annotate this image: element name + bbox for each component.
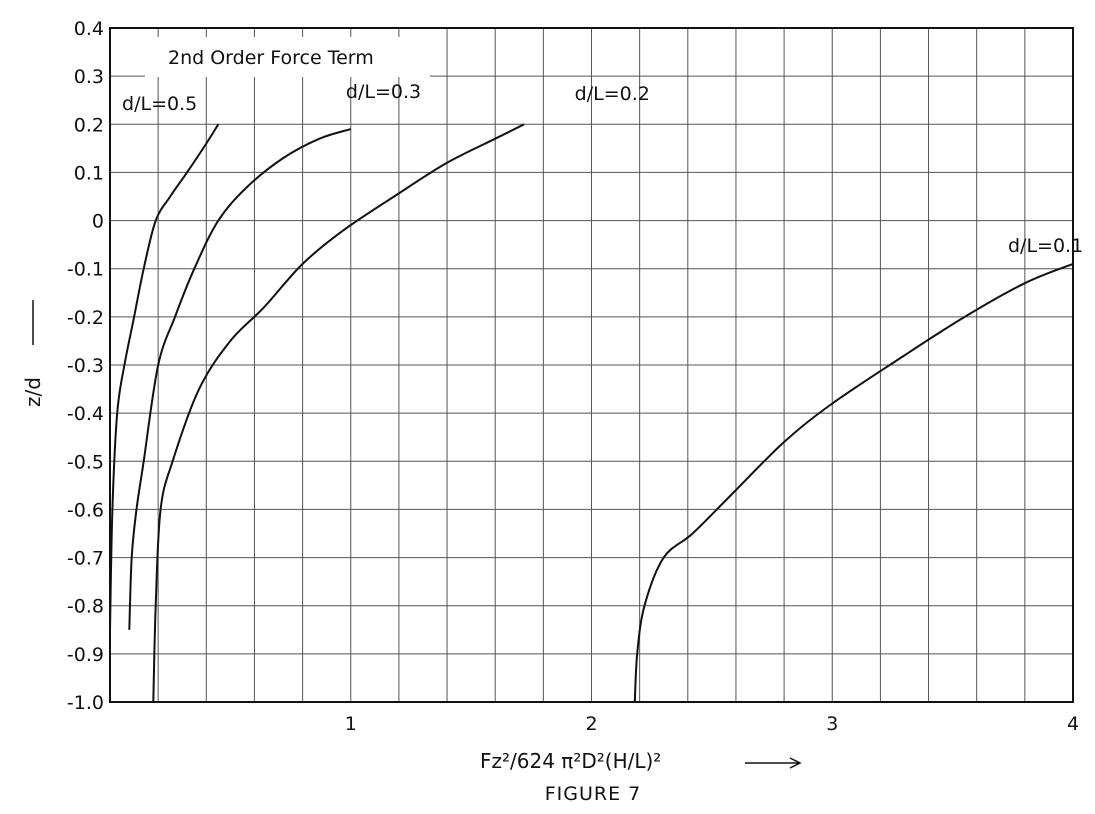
series-label-1: d/L=0.5 <box>122 93 197 115</box>
series-label-2: d/L=0.3 <box>346 81 421 103</box>
series-line-2 <box>128 128 352 630</box>
y-tick-label: 0.2 <box>74 114 104 136</box>
y-tick-label: 0.3 <box>74 66 104 88</box>
series-curves <box>109 123 1074 703</box>
y-tick-label: 0 <box>92 211 104 233</box>
series-labels: d/L=0.5 d/L=0.3 d/L=0.2 d/L=0.1 <box>122 81 1083 257</box>
x-tick-label: 1 <box>345 713 357 735</box>
y-axis-label: z/d <box>21 377 45 407</box>
y-tick-label: -0.2 <box>67 307 104 329</box>
series-label-3: d/L=0.2 <box>575 83 650 105</box>
y-tick-label: -1.0 <box>67 692 104 714</box>
x-tick-labels: 1 2 3 4 <box>345 713 1079 735</box>
x-tick-label: 3 <box>826 713 838 735</box>
plot-border <box>109 27 1074 703</box>
title-box <box>145 37 430 77</box>
y-tick-label: -0.8 <box>67 596 104 618</box>
y-tick-label: -0.3 <box>67 355 104 377</box>
figure-caption: FIGURE 7 <box>545 783 642 805</box>
x-tick-label: 2 <box>585 713 597 735</box>
y-tick-label: -0.9 <box>67 644 104 666</box>
x-tick-label: 4 <box>1067 713 1079 735</box>
series-label-4: d/L=0.1 <box>1008 235 1083 257</box>
series-line-1 <box>109 123 220 630</box>
y-tick-label: -0.6 <box>67 499 104 521</box>
grid <box>109 27 1074 703</box>
y-tick-label: -0.7 <box>67 548 104 570</box>
y-tick-label: 0.1 <box>74 162 104 184</box>
plot-frame <box>109 27 1074 703</box>
y-tick-label: -0.5 <box>67 451 104 473</box>
series-line-4 <box>633 262 1074 703</box>
x-axis-arrow <box>745 757 802 769</box>
x-axis-label: Fz²/624 π²D²(H/L)² <box>480 749 661 773</box>
chart-title: 2nd Order Force Term <box>168 47 374 69</box>
y-tick-label: -0.4 <box>67 403 104 425</box>
y-tick-label: 0.4 <box>74 18 104 40</box>
y-tick-label: -0.1 <box>67 259 104 281</box>
series-line-3 <box>152 123 525 703</box>
y-tick-labels: 0.4 0.3 0.2 0.1 0 -0.1 -0.2 -0.3 -0.4 -0.5 -0.6 -0.… <box>67 18 104 714</box>
